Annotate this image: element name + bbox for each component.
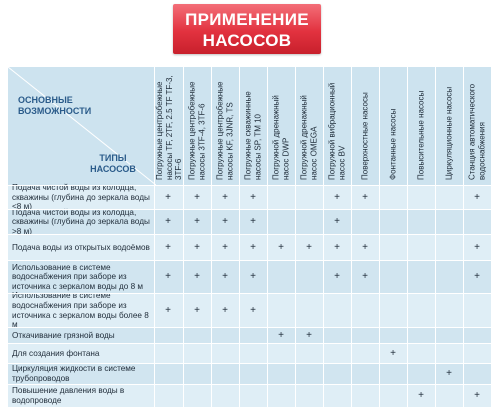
cell-mark-r2-c5: + xyxy=(306,241,312,253)
column-header-10: Циркуляционные насосы xyxy=(444,86,454,180)
corner-diagonal xyxy=(8,67,156,185)
column-header-7: Поверхностные насосы xyxy=(360,92,370,180)
page-title-line1: ПРИМЕНЕНИЕ xyxy=(185,10,309,29)
cell-mark-r1-c0: + xyxy=(165,216,171,227)
cell-mark-r2-c4: + xyxy=(278,241,284,253)
column-header-5: Погружной дренажный насос OMEGA xyxy=(299,95,319,180)
cell-mark-r0-c6: + xyxy=(334,191,340,203)
cell-mark-r2-c7: + xyxy=(362,241,368,253)
cell-mark-r3-c7: + xyxy=(362,271,368,282)
column-header-11: Станция автоматического водоснабжения xyxy=(467,83,487,180)
cell-mark-r0-c0: + xyxy=(165,191,171,203)
cell-mark-r2-c0: + xyxy=(165,241,171,253)
column-header-4: Погружной дренажный насос DWP xyxy=(271,95,291,180)
cell-mark-r1-c2: + xyxy=(222,216,228,227)
row-label-8: Повышение давления воды в водопроводе xyxy=(12,386,125,405)
row-label-5: Откачивание грязной воды xyxy=(12,330,115,340)
row-label-6: Для создания фонтана xyxy=(12,348,100,358)
table-row xyxy=(8,210,491,234)
corner-label-capabilities: ОСНОВНЫЕ ВОЗМОЖНОСТИ xyxy=(18,95,92,116)
cell-mark-r4-c3: + xyxy=(250,304,256,316)
cell-mark-r2-c2: + xyxy=(222,241,228,253)
cell-mark-r3-c6: + xyxy=(334,271,340,282)
cell-mark-r5-c5: + xyxy=(306,329,312,341)
cell-mark-r4-c2: + xyxy=(222,304,228,316)
cell-mark-r4-c1: + xyxy=(194,304,200,316)
row-label-3: Использование в системе водоснабжения пр… xyxy=(12,262,144,291)
cell-mark-r2-c6: + xyxy=(334,241,340,253)
table-row xyxy=(8,344,491,363)
table-row xyxy=(8,235,491,260)
cell-mark-r2-c1: + xyxy=(194,241,200,253)
column-header-0: Погружные центробежные насосы TF, 2TF, 2… xyxy=(154,75,183,180)
column-header-8: Фонтанные насосы xyxy=(388,108,398,180)
page-title-line2: НАСОСОВ xyxy=(202,31,292,50)
pump-application-table: ОСНОВНЫЕ ВОЗМОЖНОСТИ ТИПЫ НАСОСОВ Погруж… xyxy=(8,67,491,407)
page-title-banner: ПРИМЕНЕНИЕ НАСОСОВ xyxy=(173,4,321,54)
table-row xyxy=(8,328,491,343)
cell-mark-r2-c11: + xyxy=(474,241,480,253)
cell-mark-r6-c8: + xyxy=(390,347,396,359)
cell-mark-r4-c0: + xyxy=(165,304,171,316)
column-header-3: Погружные скважинные насосы SP, TM 10 xyxy=(243,91,263,180)
cell-mark-r3-c2: + xyxy=(222,271,228,282)
cell-mark-r1-c1: + xyxy=(194,216,200,227)
cell-mark-r3-c1: + xyxy=(194,271,200,282)
cell-mark-r0-c7: + xyxy=(362,191,368,203)
column-header-1: Погружные центробежные насосы 3TF-4, 3TF… xyxy=(187,81,207,181)
cell-mark-r0-c2: + xyxy=(222,191,228,203)
column-header-9: Повысительные насосы xyxy=(416,90,426,180)
row-label-2: Подача воды из открытых водоёмов xyxy=(12,242,150,252)
cell-mark-r1-c3: + xyxy=(250,216,256,227)
table-row xyxy=(8,186,491,209)
cell-mark-r5-c4: + xyxy=(278,329,284,341)
cell-mark-r7-c10: + xyxy=(446,368,452,379)
cell-mark-r0-c1: + xyxy=(194,191,200,203)
row-label-4: Использование в системе водоснабжения пр… xyxy=(12,291,149,330)
column-header-6: Погружной вибрационный насос BV xyxy=(327,82,347,180)
cell-mark-r8-c11: + xyxy=(474,390,480,401)
table-row xyxy=(8,294,491,327)
cell-mark-r8-c9: + xyxy=(418,390,424,401)
cell-mark-r2-c3: + xyxy=(250,241,256,253)
cell-mark-r3-c0: + xyxy=(165,271,171,282)
corner-label-pump-types: ТИПЫ НАСОСОВ xyxy=(90,153,136,174)
row-label-1: Подача чистой воды из колодца, скважины … xyxy=(12,207,150,236)
table-header-band xyxy=(8,67,491,185)
row-label-0: Подача чистой воды из колодца, скважины … xyxy=(12,183,150,212)
table-row xyxy=(8,385,491,407)
table-row xyxy=(8,261,491,293)
row-label-7: Циркуляция жидкости в системе трубопрово… xyxy=(12,364,136,383)
table-row xyxy=(8,364,491,384)
cell-mark-r3-c11: + xyxy=(474,271,480,282)
column-header-2: Погружные центробежные насосы KF, 3JNR, … xyxy=(215,81,235,181)
cell-mark-r0-c3: + xyxy=(250,191,256,203)
cell-mark-r0-c11: + xyxy=(474,191,480,203)
cell-mark-r3-c3: + xyxy=(250,271,256,282)
cell-mark-r1-c6: + xyxy=(334,216,340,227)
